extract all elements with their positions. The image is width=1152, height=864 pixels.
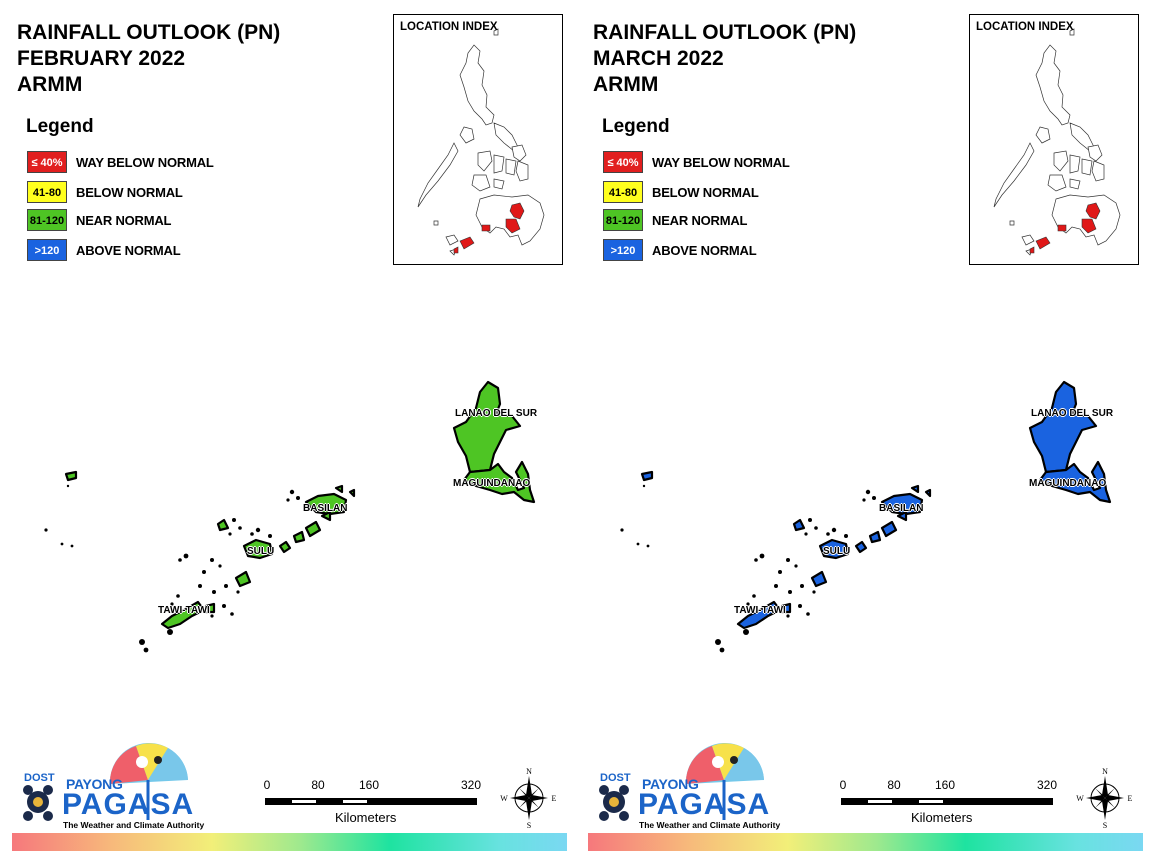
payong-pagasa-logo: DOST PAYONG PAGASA The Weather and Clima… bbox=[18, 740, 204, 832]
compass-n: N bbox=[526, 767, 532, 776]
scale-tick-label: 160 bbox=[934, 778, 956, 792]
scale-bar: 0 80 160 320 Kilometers bbox=[263, 778, 485, 828]
legend-swatch: >120 bbox=[27, 239, 67, 261]
scale-bar: 0 80 160 320 Kilometers bbox=[839, 778, 1061, 828]
label-maguindanao: MAGUINDANAO bbox=[453, 478, 531, 489]
legend-label: BELOW NORMAL bbox=[652, 185, 759, 200]
tawi-tawi-shape bbox=[736, 600, 782, 630]
title-line-3: ARMM bbox=[593, 73, 659, 96]
location-index-inset: LOCATION INDEX bbox=[393, 14, 563, 265]
legend-label: ABOVE NORMAL bbox=[652, 243, 757, 258]
umbrella-logo-icon bbox=[23, 742, 188, 821]
legend-swatch: 81-120 bbox=[27, 209, 67, 231]
logo-dost-text: DOST bbox=[600, 772, 631, 784]
maguindanao-shape bbox=[1038, 460, 1112, 504]
logo-tagline: The Weather and Climate Authority bbox=[639, 820, 781, 830]
label-maguindanao: MAGUINDANAO bbox=[1029, 478, 1107, 489]
legend-swatch: >120 bbox=[603, 239, 643, 261]
logo-payong-text: PAYONG bbox=[642, 776, 699, 792]
armm-province-shapes bbox=[44, 380, 536, 653]
compass-e: E bbox=[552, 794, 557, 803]
maguindanao-shape bbox=[462, 460, 536, 504]
logo-pagasa-text: PAGASA bbox=[62, 788, 195, 821]
compass-e: E bbox=[1128, 794, 1133, 803]
legend-swatch: 41-80 bbox=[603, 181, 643, 203]
legend-label: NEAR NORMAL bbox=[76, 213, 172, 228]
label-sulu: SULU bbox=[247, 546, 275, 557]
scale-tick-label: 80 bbox=[311, 778, 325, 792]
scale-tick-label: 320 bbox=[1036, 778, 1058, 792]
title-line-1: RAINFALL OUTLOOK (PN) bbox=[593, 21, 857, 44]
label-lanao-del-sur: LANAO DEL SUR bbox=[455, 408, 538, 419]
tawi-tawi-shape bbox=[160, 600, 206, 630]
logo-pagasa-text: PAGASA bbox=[638, 788, 771, 821]
payong-pagasa-logo: DOST PAYONG PAGASA The Weather and Clima… bbox=[594, 740, 780, 832]
scale-tick-label: 0 bbox=[263, 778, 271, 792]
label-sulu: SULU bbox=[823, 546, 851, 557]
location-index-inset: LOCATION INDEX bbox=[969, 14, 1139, 265]
footer-gradient-bar bbox=[588, 833, 1143, 851]
legend-label: ABOVE NORMAL bbox=[76, 243, 181, 258]
label-tawi-tawi: TAWI-TAWI bbox=[158, 605, 210, 616]
lanao-del-sur-shape bbox=[452, 380, 522, 474]
scale-unit-label: Kilometers bbox=[911, 810, 973, 825]
title-line-2: MARCH 2022 bbox=[593, 47, 724, 70]
logo-payong-text: PAYONG bbox=[66, 776, 123, 792]
umbrella-logo-icon bbox=[599, 742, 764, 821]
compass-w: W bbox=[500, 794, 508, 803]
title-line-2: FEBRUARY 2022 bbox=[17, 47, 186, 70]
label-basilan: BASILAN bbox=[303, 503, 348, 514]
compass-s: S bbox=[1103, 821, 1107, 830]
label-basilan: BASILAN bbox=[879, 503, 924, 514]
location-index-title: LOCATION INDEX bbox=[400, 21, 498, 33]
north-arrow-compass-icon: N S W E bbox=[500, 766, 558, 830]
february-outlook-panel: RAINFALL OUTLOOK (PN) FEBRUARY 2022 ARMM… bbox=[0, 14, 576, 851]
legend-label: BELOW NORMAL bbox=[76, 185, 183, 200]
legend-heading: Legend bbox=[602, 116, 670, 137]
philippines-outline-map bbox=[993, 28, 1121, 256]
compass-s: S bbox=[527, 821, 531, 830]
basilan-shape bbox=[304, 492, 348, 516]
scale-tick-label: 160 bbox=[358, 778, 380, 792]
legend-swatch: 81-120 bbox=[603, 209, 643, 231]
philippines-outline-map bbox=[417, 28, 545, 256]
lanao-del-sur-shape bbox=[1028, 380, 1098, 474]
map-title: RAINFALL OUTLOOK (PN) FEBRUARY 2022 ARMM bbox=[17, 20, 280, 98]
map-title: RAINFALL OUTLOOK (PN) MARCH 2022 ARMM bbox=[593, 20, 856, 98]
compass-n: N bbox=[1102, 767, 1108, 776]
title-line-3: ARMM bbox=[17, 73, 83, 96]
logo-dost-text: DOST bbox=[24, 772, 55, 784]
sulu-shape bbox=[242, 538, 274, 560]
legend-swatch: ≤ 40% bbox=[603, 151, 643, 173]
basilan-shape bbox=[880, 492, 924, 516]
scale-tick-label: 80 bbox=[887, 778, 901, 792]
scale-tick-label: 320 bbox=[460, 778, 482, 792]
logo-tagline: The Weather and Climate Authority bbox=[63, 820, 205, 830]
legend-label: NEAR NORMAL bbox=[652, 213, 748, 228]
scale-bar-graphic bbox=[265, 798, 477, 805]
scale-bar-graphic bbox=[841, 798, 1053, 805]
march-outlook-panel: RAINFALL OUTLOOK (PN) MARCH 2022 ARMM Le… bbox=[576, 0, 1152, 864]
north-arrow-compass-icon: N S W E bbox=[1076, 766, 1134, 830]
footer-gradient-bar bbox=[12, 833, 567, 851]
label-lanao-del-sur: LANAO DEL SUR bbox=[1031, 408, 1114, 419]
legend-label: WAY BELOW NORMAL bbox=[76, 155, 214, 170]
title-line-1: RAINFALL OUTLOOK (PN) bbox=[17, 21, 281, 44]
armm-map: LANAO DEL SUR MAGUINDANAO BASILAN SULU T… bbox=[576, 360, 1152, 670]
legend-label: WAY BELOW NORMAL bbox=[652, 155, 790, 170]
legend-heading: Legend bbox=[26, 116, 94, 137]
sulu-shape bbox=[818, 538, 850, 560]
label-tawi-tawi: TAWI-TAWI bbox=[734, 605, 786, 616]
legend-swatch: 41-80 bbox=[27, 181, 67, 203]
legend-swatch: ≤ 40% bbox=[27, 151, 67, 173]
location-index-title: LOCATION INDEX bbox=[976, 21, 1074, 33]
armm-province-shapes bbox=[620, 380, 1112, 653]
compass-w: W bbox=[1076, 794, 1084, 803]
armm-map: LANAO DEL SUR MAGUINDANAO BASILAN SULU T… bbox=[0, 360, 576, 670]
scale-unit-label: Kilometers bbox=[335, 810, 397, 825]
scale-tick-label: 0 bbox=[839, 778, 847, 792]
